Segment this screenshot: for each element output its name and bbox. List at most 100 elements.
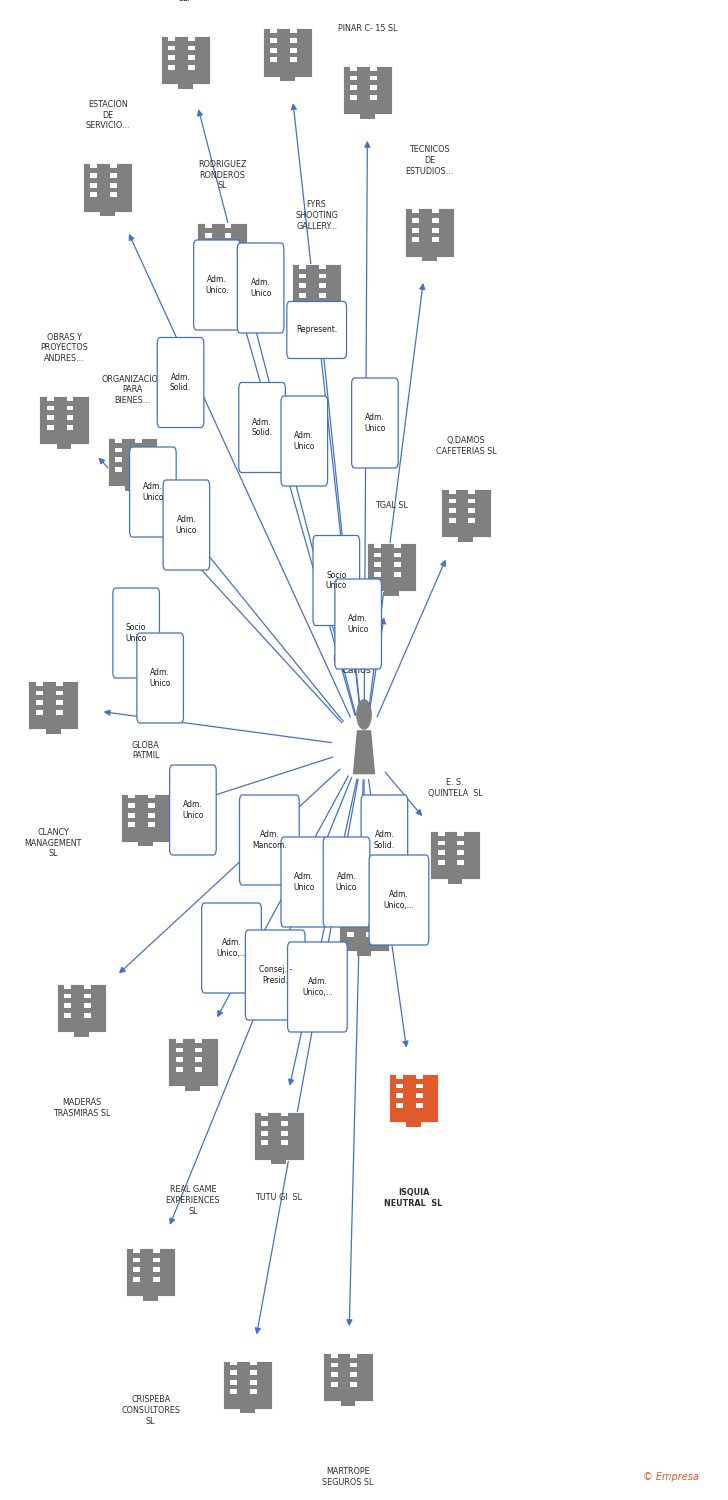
Bar [394, 543, 401, 548]
FancyBboxPatch shape [281, 396, 328, 486]
Bar [115, 466, 122, 471]
Text: RODRIGUEZ
RONDEROS
SL: RODRIGUEZ RONDEROS SL [198, 160, 246, 190]
Bar [83, 164, 132, 211]
Bar [195, 1047, 202, 1053]
Text: Consej. -
Presid.: Consej. - Presid. [258, 966, 292, 984]
Bar [432, 217, 439, 223]
Bar [135, 466, 142, 471]
Bar [331, 1372, 338, 1377]
Bar [441, 489, 491, 537]
Bar [205, 243, 212, 248]
FancyBboxPatch shape [237, 243, 284, 333]
Text: E. S.
QUINTELA  SL: E. S. QUINTELA SL [427, 778, 483, 798]
Bar [438, 831, 445, 836]
Bar [261, 1140, 269, 1144]
Text: FYRS
SHOOTING
GALLERY...: FYRS SHOOTING GALLERY... [296, 201, 338, 231]
Bar [366, 912, 373, 918]
Bar [161, 36, 210, 84]
Bar [299, 273, 306, 279]
Bar [148, 802, 155, 808]
Bar [394, 562, 401, 567]
Text: Represent.: Represent. [296, 326, 337, 334]
Bar [270, 38, 277, 44]
Bar [84, 993, 91, 999]
Bar [90, 192, 98, 196]
Bar [438, 840, 445, 846]
FancyBboxPatch shape [202, 903, 261, 993]
Bar [133, 1257, 141, 1263]
Bar [115, 438, 122, 442]
Bar [347, 932, 354, 936]
Bar [128, 813, 135, 818]
Bar [432, 209, 439, 213]
Bar [366, 932, 373, 936]
Bar [175, 1047, 183, 1053]
Bar [121, 794, 170, 842]
Bar [205, 232, 212, 238]
Text: Adm.
Unico: Adm. Unico [364, 414, 386, 432]
Bar [168, 64, 175, 69]
Text: REAL GAME
EXPERIENCES
SL: REAL GAME EXPERIENCES SL [165, 1185, 221, 1215]
Bar [412, 217, 419, 223]
Bar [175, 1038, 183, 1042]
Bar [125, 486, 140, 490]
Polygon shape [353, 730, 375, 774]
Bar [350, 1382, 357, 1386]
Bar [347, 912, 354, 918]
Bar [468, 518, 475, 522]
Bar [350, 94, 357, 99]
Text: Adm.
Unico: Adm. Unico [293, 873, 315, 891]
Bar [100, 211, 115, 216]
Bar [224, 224, 232, 228]
Bar [290, 57, 297, 62]
Bar [468, 489, 475, 494]
Bar [331, 1382, 338, 1386]
Bar [394, 572, 401, 576]
Bar [432, 228, 439, 232]
FancyBboxPatch shape [170, 765, 216, 855]
Text: MARTROPE
SEGUROS SL: MARTROPE SEGUROS SL [323, 1467, 373, 1486]
Bar [148, 813, 155, 818]
Bar [115, 458, 122, 462]
Bar [230, 1370, 237, 1376]
Text: CLANCY
MANAGEMENT
SL: CLANCY MANAGEMENT SL [25, 828, 82, 858]
Bar [448, 509, 456, 513]
Bar [448, 518, 456, 522]
FancyBboxPatch shape [157, 338, 204, 427]
Bar [416, 1102, 423, 1107]
Bar [448, 489, 456, 494]
Text: Adm.
Unico.: Adm. Unico. [205, 276, 229, 294]
Bar [84, 1013, 91, 1017]
Bar [319, 292, 326, 297]
Bar [135, 438, 142, 442]
Bar [223, 1360, 272, 1408]
Bar [370, 86, 377, 90]
Bar [292, 264, 341, 312]
Text: JASILCA
ASOCIADOS
SLP: JASILCA ASOCIADOS SLP [162, 0, 210, 3]
Bar [230, 1360, 237, 1365]
FancyBboxPatch shape [361, 795, 408, 885]
Bar [47, 405, 54, 411]
Bar [370, 75, 377, 81]
Bar [290, 48, 297, 52]
Bar [205, 224, 212, 228]
Bar [128, 822, 135, 827]
FancyBboxPatch shape [239, 382, 285, 472]
FancyBboxPatch shape [369, 855, 429, 945]
Text: Adm.
Solid.: Adm. Solid. [251, 419, 273, 436]
Bar [143, 1296, 158, 1300]
Bar [281, 1120, 288, 1126]
Bar [350, 1353, 357, 1358]
Bar [110, 192, 117, 196]
Bar [57, 444, 71, 448]
Bar [55, 700, 63, 705]
Text: Q.DAMOS
CAFETERIAS SL: Q.DAMOS CAFETERIAS SL [435, 436, 496, 456]
Bar [205, 252, 212, 257]
Bar [448, 498, 456, 504]
FancyBboxPatch shape [288, 942, 347, 1032]
FancyBboxPatch shape [163, 480, 210, 570]
Bar [175, 1058, 183, 1062]
Circle shape [357, 699, 371, 729]
Bar [47, 424, 54, 429]
Bar [135, 447, 142, 453]
